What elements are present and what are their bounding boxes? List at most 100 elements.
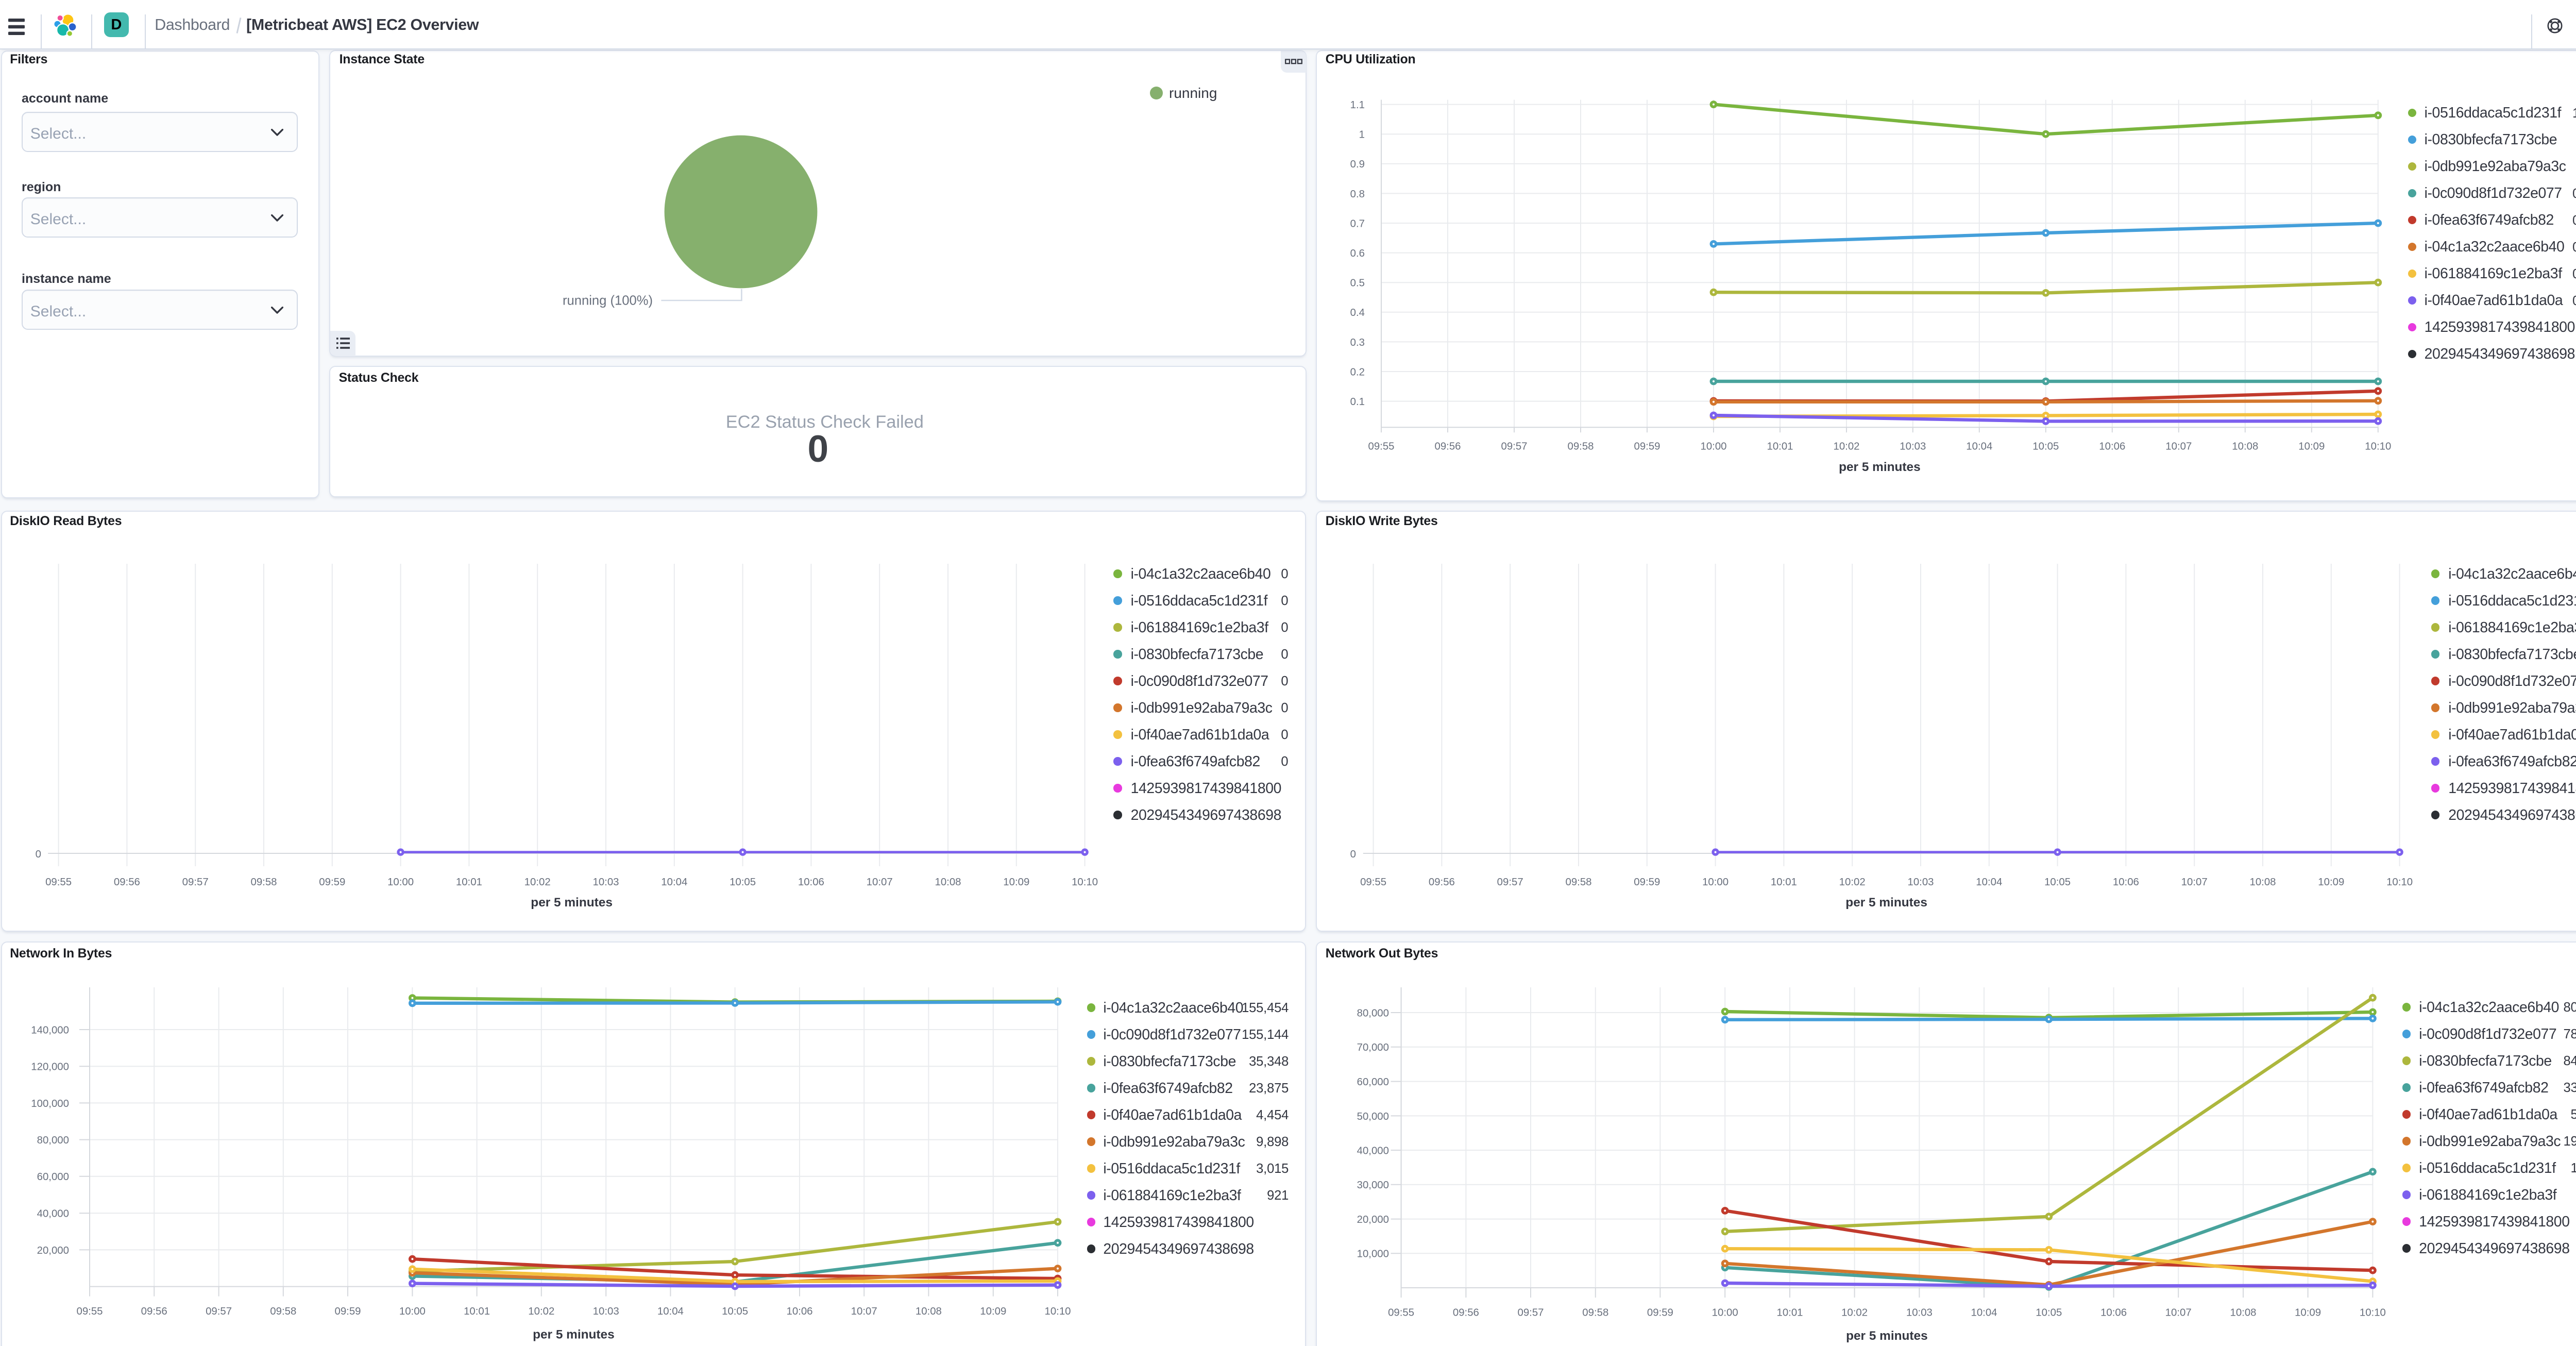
- svg-text:10:08: 10:08: [2230, 1307, 2256, 1318]
- svg-text:10:10: 10:10: [2365, 441, 2391, 452]
- svg-text:20,000: 20,000: [1357, 1214, 1389, 1225]
- svg-text:10:01: 10:01: [1776, 1307, 1803, 1318]
- svg-text:60,000: 60,000: [37, 1171, 69, 1183]
- svg-text:10:08: 10:08: [2249, 877, 2276, 888]
- svg-text:10:01: 10:01: [456, 877, 482, 888]
- svg-text:10:09: 10:09: [2318, 877, 2344, 888]
- svg-text:10:00: 10:00: [1702, 877, 1728, 888]
- svg-text:10:03: 10:03: [593, 1306, 619, 1317]
- svg-text:40,000: 40,000: [1357, 1145, 1389, 1156]
- svg-text:09:58: 09:58: [1567, 441, 1594, 452]
- svg-text:09:55: 09:55: [1360, 877, 1386, 888]
- svg-text:70,000: 70,000: [1357, 1042, 1389, 1053]
- svg-text:10:10: 10:10: [1072, 877, 1098, 888]
- svg-text:10:07: 10:07: [2181, 877, 2208, 888]
- svg-text:09:55: 09:55: [45, 877, 72, 888]
- svg-text:running (100%): running (100%): [563, 294, 653, 308]
- svg-text:09:59: 09:59: [334, 1306, 361, 1317]
- svg-text:0.3: 0.3: [1350, 337, 1365, 348]
- svg-text:09:55: 09:55: [1388, 1307, 1414, 1318]
- svg-text:10:06: 10:06: [2099, 441, 2125, 452]
- svg-text:09:59: 09:59: [1634, 441, 1660, 452]
- svg-text:10:09: 10:09: [980, 1306, 1006, 1317]
- svg-text:0.6: 0.6: [1350, 248, 1365, 259]
- svg-text:20,000: 20,000: [37, 1245, 69, 1256]
- svg-text:10:03: 10:03: [1907, 877, 1934, 888]
- svg-text:10:07: 10:07: [2165, 1307, 2192, 1318]
- svg-text:120,000: 120,000: [31, 1062, 69, 1073]
- svg-text:10:02: 10:02: [524, 877, 551, 888]
- svg-text:10:06: 10:06: [786, 1306, 812, 1317]
- svg-text:10:08: 10:08: [916, 1306, 942, 1317]
- svg-text:09:58: 09:58: [1582, 1307, 1608, 1318]
- svg-text:10:04: 10:04: [657, 1306, 684, 1317]
- svg-text:10:09: 10:09: [2298, 441, 2325, 452]
- svg-text:09:55: 09:55: [76, 1306, 103, 1317]
- svg-text:09:57: 09:57: [1497, 877, 1523, 888]
- svg-text:0.9: 0.9: [1350, 159, 1365, 170]
- svg-text:30,000: 30,000: [1357, 1180, 1389, 1191]
- svg-text:80,000: 80,000: [1357, 1007, 1389, 1019]
- svg-text:10:07: 10:07: [2165, 441, 2192, 452]
- svg-text:09:56: 09:56: [1434, 441, 1461, 452]
- svg-text:50,000: 50,000: [1357, 1111, 1389, 1122]
- svg-text:09:58: 09:58: [250, 877, 277, 888]
- svg-text:09:55: 09:55: [1368, 441, 1394, 452]
- svg-text:09:59: 09:59: [1647, 1307, 1673, 1318]
- svg-text:09:59: 09:59: [1634, 877, 1660, 888]
- svg-text:0.5: 0.5: [1350, 278, 1365, 289]
- svg-text:10:00: 10:00: [1700, 441, 1726, 452]
- svg-text:40,000: 40,000: [37, 1208, 69, 1220]
- svg-text:60,000: 60,000: [1357, 1076, 1389, 1088]
- svg-text:09:57: 09:57: [182, 877, 209, 888]
- svg-text:09:56: 09:56: [1429, 877, 1455, 888]
- svg-text:09:57: 09:57: [1517, 1307, 1544, 1318]
- svg-text:10:08: 10:08: [2232, 441, 2258, 452]
- svg-text:0.4: 0.4: [1350, 307, 1365, 318]
- svg-text:10:09: 10:09: [1003, 877, 1029, 888]
- svg-text:10:08: 10:08: [935, 877, 961, 888]
- svg-text:0: 0: [1350, 849, 1356, 860]
- svg-text:10:04: 10:04: [1976, 877, 2002, 888]
- svg-text:10:04: 10:04: [1966, 441, 1992, 452]
- svg-text:10:03: 10:03: [1906, 1307, 1933, 1318]
- svg-text:09:57: 09:57: [1501, 441, 1527, 452]
- svg-text:10:00: 10:00: [387, 877, 414, 888]
- svg-text:per 5 minutes: per 5 minutes: [1846, 1329, 1928, 1343]
- svg-text:0.1: 0.1: [1350, 396, 1365, 408]
- svg-text:140,000: 140,000: [31, 1024, 69, 1036]
- svg-text:10:10: 10:10: [1044, 1306, 1071, 1317]
- svg-text:10:10: 10:10: [2386, 877, 2413, 888]
- svg-text:09:56: 09:56: [114, 877, 140, 888]
- svg-text:10:02: 10:02: [528, 1306, 554, 1317]
- svg-text:09:58: 09:58: [1565, 877, 1591, 888]
- svg-text:09:57: 09:57: [206, 1306, 232, 1317]
- svg-text:10:02: 10:02: [1841, 1307, 1868, 1318]
- svg-text:per 5 minutes: per 5 minutes: [1839, 460, 1921, 474]
- svg-text:09:59: 09:59: [319, 877, 345, 888]
- svg-text:10:01: 10:01: [1767, 441, 1793, 452]
- svg-text:0.2: 0.2: [1350, 366, 1365, 378]
- svg-text:per 5 minutes: per 5 minutes: [533, 1328, 615, 1342]
- svg-text:09:56: 09:56: [1453, 1307, 1479, 1318]
- svg-text:10:04: 10:04: [661, 877, 687, 888]
- svg-text:10:05: 10:05: [2044, 877, 2071, 888]
- svg-text:10,000: 10,000: [1357, 1249, 1389, 1260]
- svg-text:1: 1: [1359, 129, 1365, 141]
- svg-text:10:03: 10:03: [1900, 441, 1926, 452]
- svg-text:10:10: 10:10: [2360, 1307, 2386, 1318]
- svg-text:0: 0: [36, 849, 41, 860]
- svg-text:10:04: 10:04: [1971, 1307, 1997, 1318]
- svg-text:10:06: 10:06: [2100, 1307, 2127, 1318]
- svg-text:10:03: 10:03: [592, 877, 619, 888]
- svg-text:10:06: 10:06: [2113, 877, 2139, 888]
- svg-text:10:05: 10:05: [730, 877, 756, 888]
- svg-text:100,000: 100,000: [31, 1098, 69, 1109]
- svg-text:09:56: 09:56: [141, 1306, 167, 1317]
- svg-text:per 5 minutes: per 5 minutes: [1845, 896, 1927, 910]
- svg-text:10:01: 10:01: [464, 1306, 490, 1317]
- svg-text:0.8: 0.8: [1350, 189, 1365, 200]
- svg-text:1.1: 1.1: [1350, 99, 1365, 111]
- svg-text:10:09: 10:09: [2295, 1307, 2321, 1318]
- svg-text:10:00: 10:00: [1712, 1307, 1738, 1318]
